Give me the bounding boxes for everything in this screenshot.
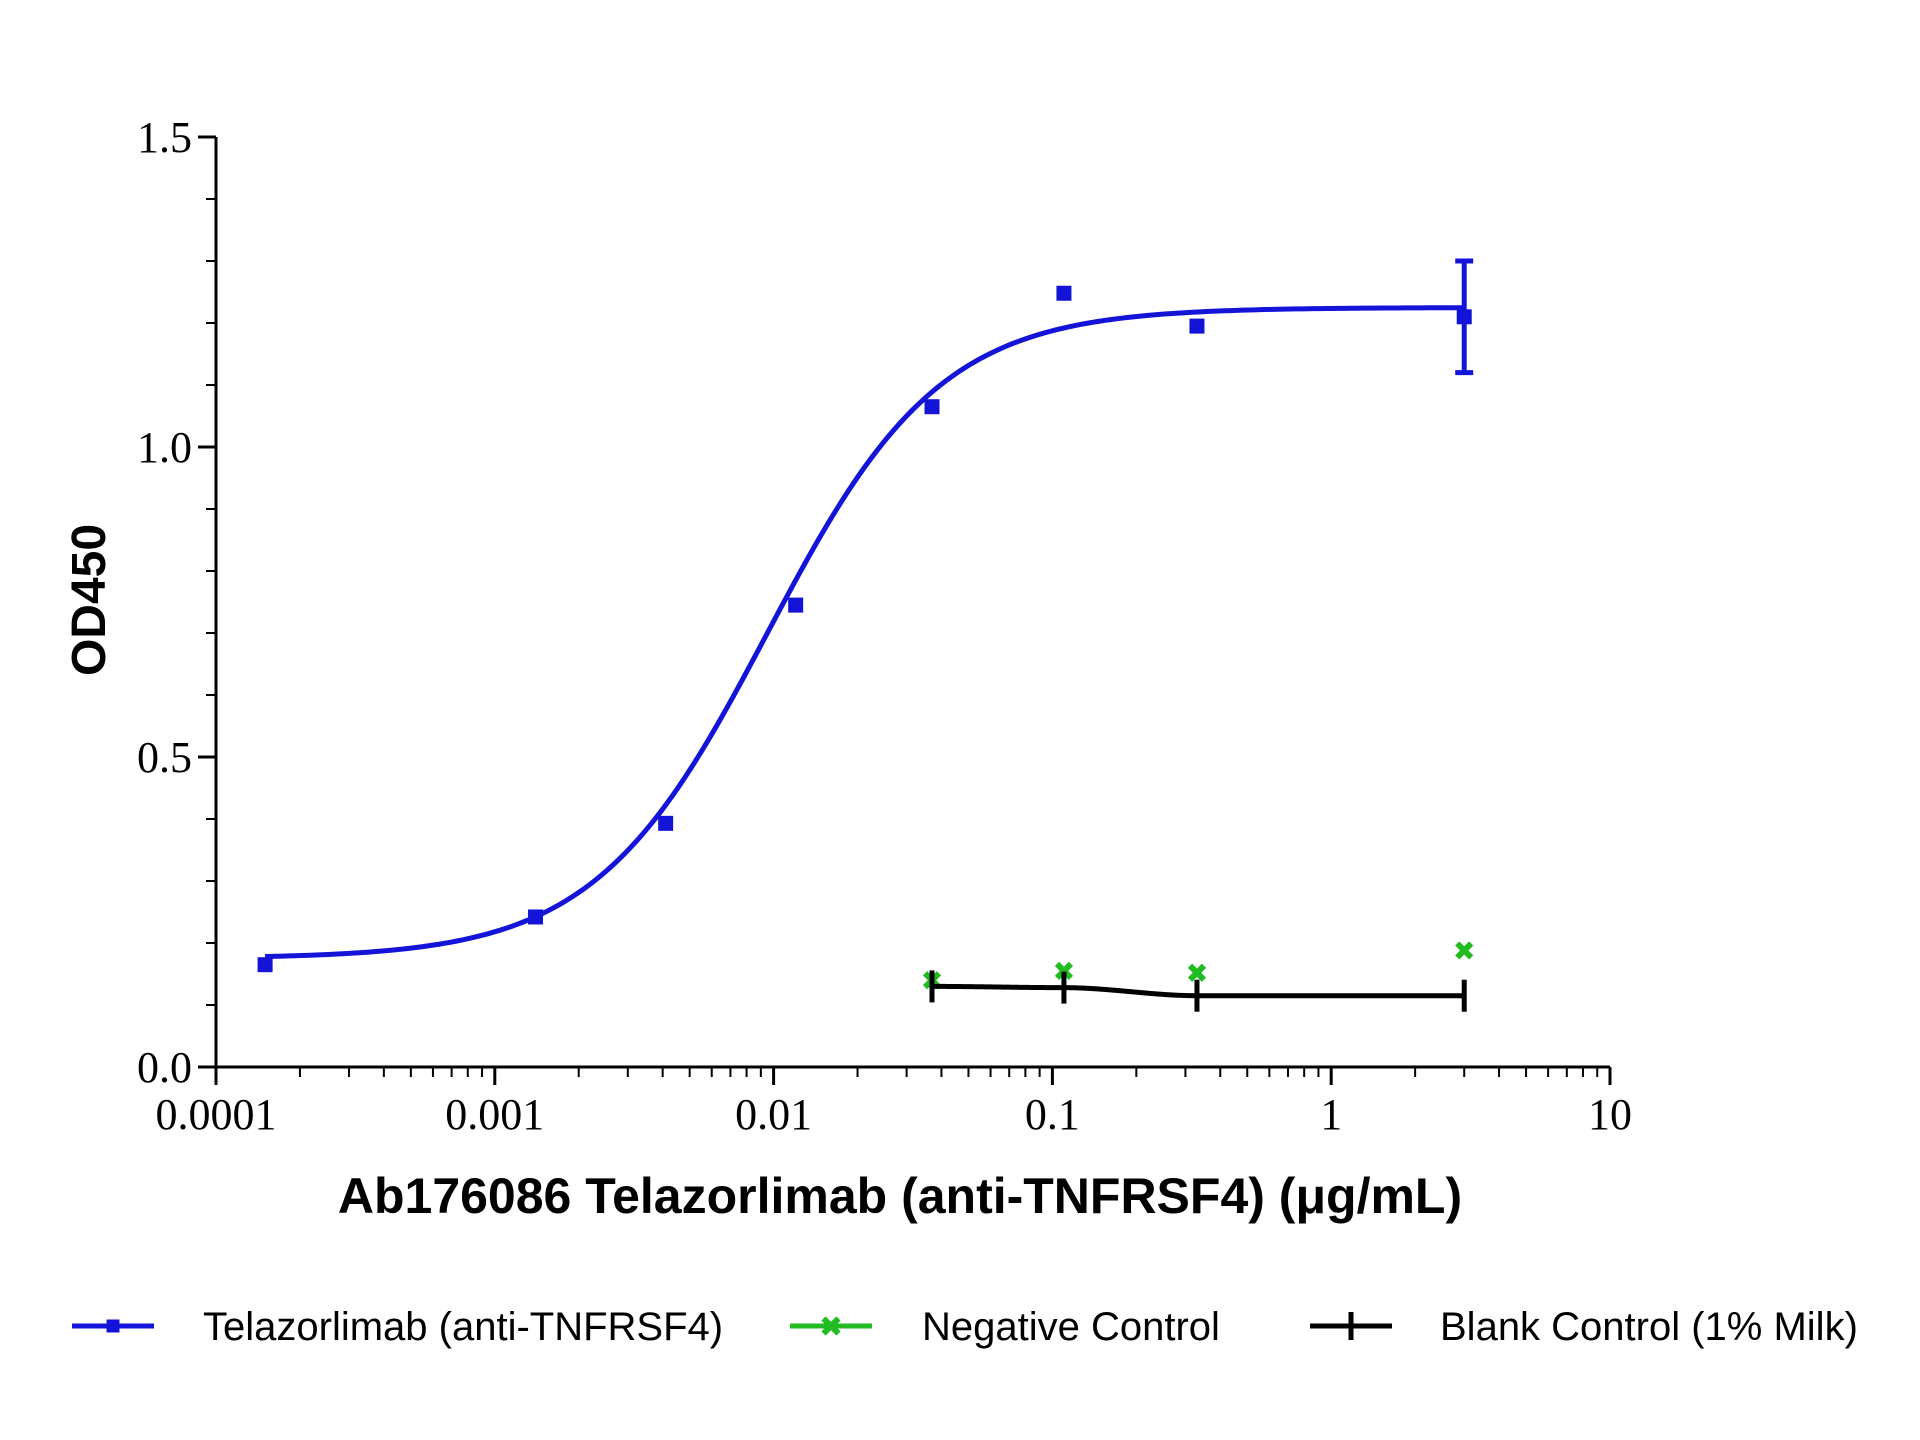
legend-item: Blank Control (1% Milk) (1310, 1305, 1858, 1349)
x-tick-label: 0.0001 (156, 1090, 277, 1139)
data-point (1054, 961, 1074, 981)
y-axis-label: OD450 (63, 524, 116, 676)
x-tick-label: 1 (1320, 1090, 1342, 1139)
data-point (528, 909, 544, 925)
data-point-stroke (1455, 941, 1474, 960)
data-point (788, 597, 804, 613)
data-point (1187, 963, 1207, 982)
data-point (1455, 941, 1474, 960)
data-point (1189, 318, 1205, 334)
data-point (1056, 285, 1072, 301)
data-point-stroke (1187, 963, 1207, 982)
line-blank-control (932, 983, 1465, 999)
data-point (1456, 309, 1472, 325)
y-tick-label: 0.5 (137, 733, 192, 782)
data-point-stroke (1054, 961, 1074, 981)
y-tick-label: 1.5 (137, 113, 192, 162)
data-point-stroke (821, 1316, 841, 1336)
legend-label: Telazorlimab (anti-TNFRSF4) (203, 1305, 723, 1349)
data-point (924, 399, 940, 415)
plot-area (257, 258, 1474, 1012)
x-tick-label: 0.001 (445, 1090, 544, 1139)
legend-label: Blank Control (1% Milk) (1440, 1305, 1858, 1349)
data-point (106, 1319, 120, 1333)
y-tick-label: 0.0 (137, 1043, 192, 1092)
legend: Telazorlimab (anti-TNFRSF4) Negative Cont… (72, 1305, 1858, 1349)
axes: 0.0001 0.001 0.01 0.1 1 10 0.0 0.5 1.0 1.5 (137, 113, 1632, 1139)
y-tick-label: 1.0 (137, 423, 192, 472)
legend-item: Telazorlimab (anti-TNFRSF4) (72, 1305, 723, 1349)
data-point (658, 815, 674, 831)
fit-curve-telazorlimab (265, 305, 1465, 960)
legend-item: Negative Control (790, 1305, 1220, 1349)
legend-label: Negative Control (922, 1305, 1220, 1349)
x-tick-label: 0.1 (1025, 1090, 1080, 1139)
data-point (821, 1316, 841, 1336)
x-axis-label: Ab176086 Telazorlimab (anti-TNFRSF4) (μg… (338, 1168, 1462, 1224)
data-point (257, 957, 273, 973)
x-tick-label: 10 (1588, 1090, 1632, 1139)
x-tick-label: 0.01 (735, 1090, 812, 1139)
